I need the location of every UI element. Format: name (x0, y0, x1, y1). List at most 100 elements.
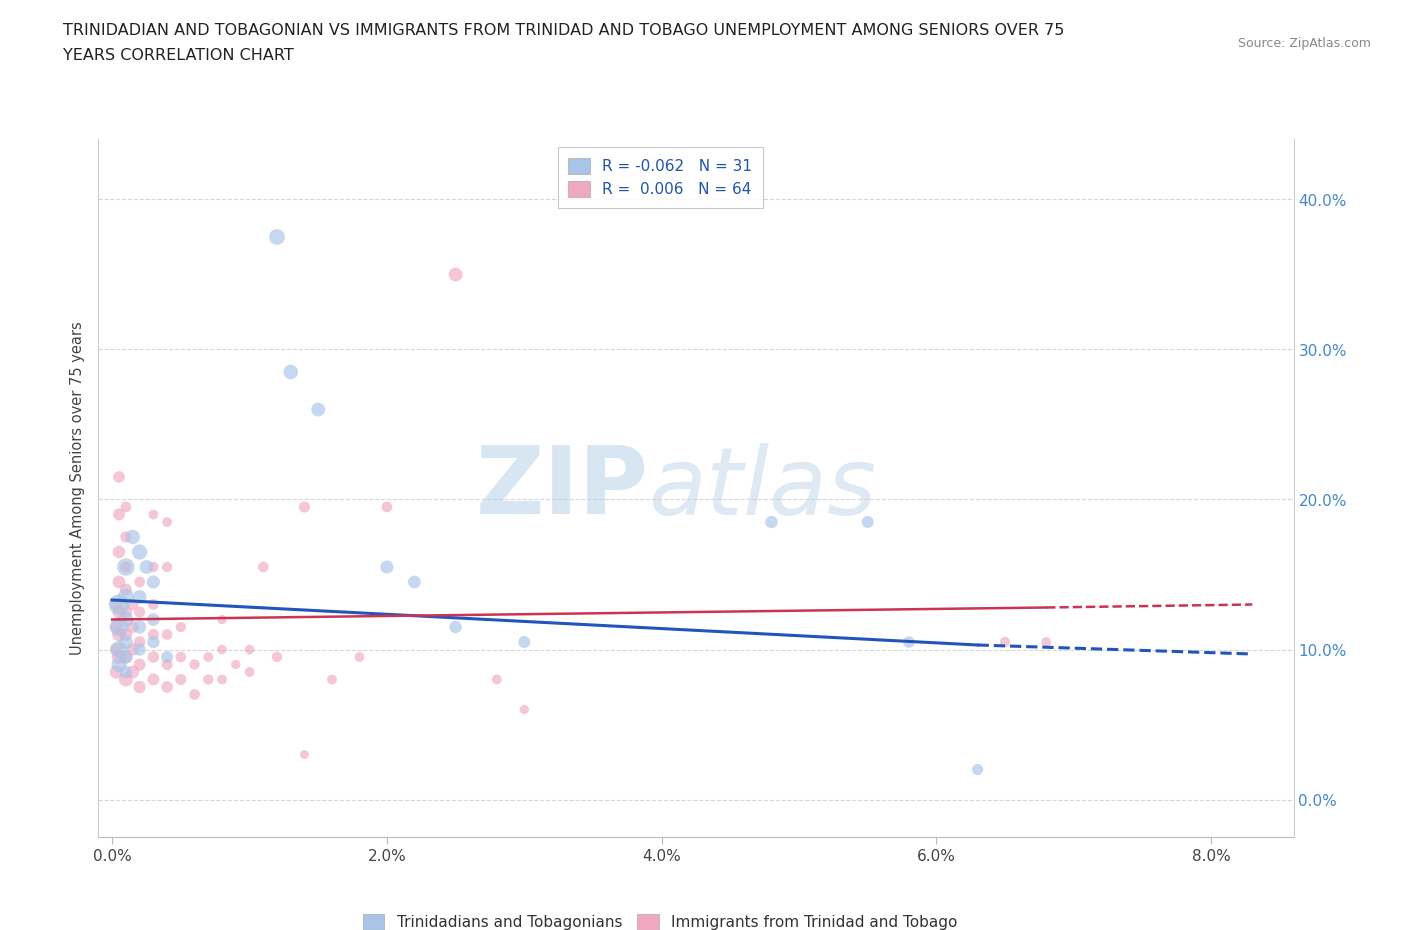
Point (108, 619, 131, 634)
Point (142, 507, 165, 522)
Y-axis label: Unemployment Among Seniors over 75 years: Unemployment Among Seniors over 75 years (70, 322, 86, 655)
Point (211, 612, 233, 627)
Point (128, 545, 150, 560)
Point (108, 597, 131, 612)
Point (128, 642, 150, 657)
Point (197, 672, 219, 687)
Point (156, 680, 179, 695)
Point (142, 649, 165, 664)
Point (142, 575, 165, 590)
Point (121, 619, 143, 634)
Point (142, 560, 165, 575)
Point (121, 642, 143, 657)
Point (115, 665, 138, 680)
Point (404, 575, 426, 590)
Point (142, 597, 165, 612)
Point (1035, 634, 1057, 649)
Point (238, 642, 260, 657)
Point (856, 514, 879, 529)
Point (135, 560, 157, 575)
Point (156, 627, 179, 642)
Point (994, 634, 1017, 649)
Point (321, 672, 343, 687)
Point (108, 658, 131, 672)
Point (105, 665, 128, 680)
Point (485, 672, 508, 687)
Point (238, 665, 260, 680)
Point (307, 402, 329, 417)
Text: Source: ZipAtlas.com: Source: ZipAtlas.com (1237, 37, 1371, 50)
Point (128, 680, 150, 695)
Point (115, 560, 138, 575)
Point (211, 672, 233, 687)
Point (156, 649, 179, 664)
Text: TRINIDADIAN AND TOBAGONIAN VS IMMIGRANTS FROM TRINIDAD AND TOBAGO UNEMPLOYMENT A: TRINIDADIAN AND TOBAGONIAN VS IMMIGRANTS… (63, 23, 1064, 38)
Point (128, 590, 150, 604)
Point (115, 627, 138, 642)
Point (108, 470, 131, 485)
Point (197, 649, 219, 664)
Point (375, 499, 398, 514)
Point (108, 575, 131, 590)
Point (115, 604, 138, 619)
Point (121, 665, 143, 680)
Text: atlas: atlas (648, 443, 876, 534)
Point (156, 560, 179, 575)
Point (252, 560, 274, 575)
Point (128, 619, 150, 634)
Point (115, 529, 138, 544)
Point (266, 230, 288, 245)
Point (115, 590, 138, 604)
Point (170, 649, 193, 664)
Legend: Trinidadians and Tobagonians, Immigrants from Trinidad and Tobago: Trinidadians and Tobagonians, Immigrants… (357, 908, 963, 930)
Point (128, 604, 150, 619)
Point (128, 658, 150, 672)
Point (121, 597, 143, 612)
Point (115, 560, 138, 575)
Point (142, 627, 165, 642)
Point (115, 672, 138, 687)
Point (513, 634, 536, 649)
Point (115, 649, 138, 664)
Point (108, 604, 131, 619)
Text: ZIP: ZIP (475, 443, 648, 534)
Point (183, 687, 205, 702)
Point (183, 658, 205, 672)
Point (115, 499, 138, 514)
Point (280, 365, 302, 379)
Point (121, 529, 143, 544)
Point (170, 672, 193, 687)
Point (375, 560, 398, 575)
Point (225, 658, 247, 672)
Point (105, 597, 128, 612)
Point (108, 642, 131, 657)
Point (128, 634, 150, 649)
Point (761, 514, 783, 529)
Point (108, 649, 131, 664)
Point (444, 267, 467, 282)
Point (211, 642, 233, 657)
Point (108, 507, 131, 522)
Point (513, 702, 536, 717)
Point (156, 514, 179, 529)
Text: YEARS CORRELATION CHART: YEARS CORRELATION CHART (63, 48, 294, 63)
Point (966, 762, 988, 777)
Point (115, 582, 138, 597)
Point (897, 634, 920, 649)
Point (115, 612, 138, 627)
Point (105, 619, 128, 634)
Point (294, 747, 316, 762)
Point (108, 545, 131, 560)
Point (349, 649, 371, 664)
Point (128, 575, 150, 590)
Point (142, 634, 165, 649)
Point (294, 499, 316, 514)
Point (170, 619, 193, 634)
Point (142, 672, 165, 687)
Point (115, 634, 138, 649)
Point (142, 612, 165, 627)
Point (266, 649, 288, 664)
Point (444, 619, 467, 634)
Point (115, 649, 138, 664)
Point (156, 658, 179, 672)
